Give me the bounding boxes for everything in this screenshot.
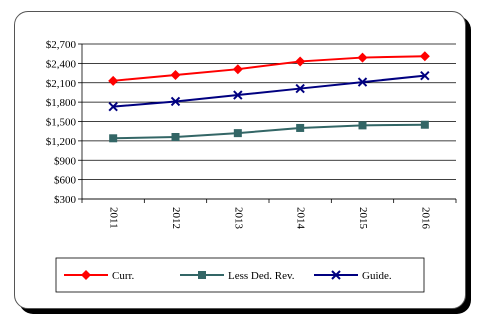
axes: $2,700 $2,400 $2,100 $1,800 $1,500 $1,200 $900… bbox=[46, 39, 457, 230]
series-line bbox=[113, 55, 425, 82]
x-tick-label: 2016 bbox=[419, 207, 431, 230]
data-point bbox=[233, 129, 242, 138]
data-point bbox=[233, 90, 243, 100]
data-point bbox=[109, 134, 118, 143]
data-point bbox=[81, 270, 91, 280]
y-tick-label: $1,200 bbox=[46, 136, 77, 148]
data-point-stroke bbox=[420, 70, 430, 81]
y-tick-label: $1,800 bbox=[46, 97, 77, 109]
data-point bbox=[420, 120, 429, 129]
y-tick-label: $2,100 bbox=[46, 78, 77, 90]
y-tick-label: $2,700 bbox=[46, 39, 77, 51]
x-tick-label: 2013 bbox=[232, 207, 244, 229]
legend-label: Guide. bbox=[362, 270, 392, 282]
legend-label: Less Ded. Rev. bbox=[228, 270, 295, 282]
y-tick-label: $1,500 bbox=[46, 117, 77, 129]
data-point-stroke bbox=[331, 270, 341, 280]
data-point bbox=[296, 123, 305, 132]
data-point bbox=[108, 75, 119, 86]
data-point bbox=[295, 83, 305, 94]
data-point bbox=[358, 121, 367, 130]
x-tick-label: 2012 bbox=[170, 207, 182, 229]
y-tick-label: $300 bbox=[54, 194, 77, 206]
data-point bbox=[170, 70, 181, 80]
series-line bbox=[113, 123, 425, 140]
data-point bbox=[232, 64, 243, 75]
x-tick-label: 2015 bbox=[357, 207, 369, 230]
data-point-stroke bbox=[170, 96, 181, 107]
legend-label: Curr. bbox=[112, 270, 135, 282]
legend-box bbox=[55, 257, 425, 293]
data-point bbox=[331, 270, 341, 280]
series-line bbox=[113, 74, 425, 108]
gridlines bbox=[82, 43, 456, 200]
y-tick-label: $900 bbox=[54, 155, 77, 167]
data-point-stroke bbox=[357, 77, 368, 87]
data-point-stroke bbox=[108, 101, 118, 112]
x-tick-label: 2014 bbox=[295, 207, 307, 230]
data-point bbox=[171, 133, 180, 141]
y-tick-label: $600 bbox=[54, 175, 77, 187]
series-lines bbox=[108, 51, 430, 143]
data-point bbox=[357, 52, 368, 63]
data-point bbox=[420, 70, 430, 81]
data-point bbox=[295, 56, 306, 67]
y-tick-label: $2,400 bbox=[46, 58, 77, 70]
data-point bbox=[198, 271, 206, 279]
data-point bbox=[108, 101, 118, 112]
legend: Curr. Less Ded. Rev. Guide. bbox=[55, 257, 425, 293]
x-tick-label: 2011 bbox=[108, 207, 120, 229]
data-point-stroke bbox=[233, 90, 243, 100]
data-point-stroke bbox=[295, 83, 305, 94]
data-point bbox=[170, 96, 181, 107]
data-point bbox=[357, 77, 368, 87]
data-point bbox=[419, 51, 430, 62]
